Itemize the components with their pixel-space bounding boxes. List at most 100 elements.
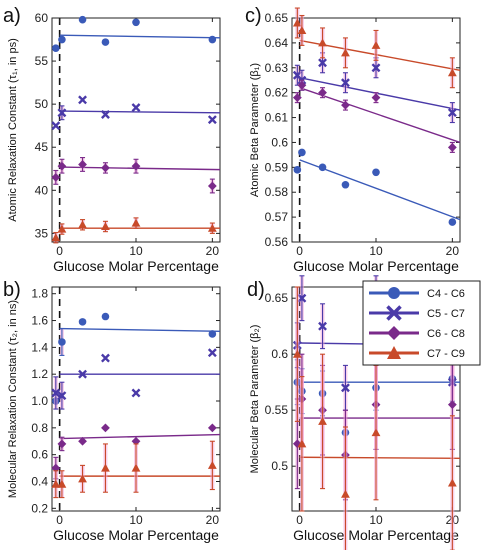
legend-label: C6 - C8 [427, 328, 465, 340]
data-point [78, 369, 87, 379]
data-point [371, 63, 381, 73]
y-tick-label: 0.6 [271, 135, 288, 149]
data-point [297, 26, 307, 34]
data-point [101, 463, 110, 472]
data-point [341, 180, 350, 189]
data-point [132, 18, 140, 27]
panel-label: d) [247, 279, 265, 301]
x-tick-label: 10 [369, 244, 383, 258]
y-tick-label: 0.57 [265, 210, 289, 224]
y-tick-label: 0.8 [31, 421, 48, 435]
y-tick-label: 0.2 [31, 501, 48, 515]
y-tick-label: 40 [35, 183, 49, 197]
legend-marker [387, 326, 401, 340]
data-point [318, 88, 327, 98]
y-axis-label: Atomic Beta Parameter (β₁) [249, 63, 261, 197]
x-axis-label: Glucose Molar Percentage [53, 527, 219, 543]
panel-b: 0.2 0.4 0.6 0.8 1.0 1.2 1.4 1.6 1.8 0 10 20Glucose … [3, 279, 221, 543]
data-point [207, 423, 217, 433]
data-point [57, 161, 67, 171]
data-point [208, 35, 217, 44]
panel-c: 0.56 0.57 0.58 0.59 0.6 0.61 0.62 0.63 0.64 0.65 0… [245, 5, 461, 274]
x-tick-label: 10 [129, 513, 143, 527]
data-point [447, 108, 457, 118]
legend-marker [386, 305, 402, 321]
data-point [292, 18, 302, 27]
y-tick-label: 0.55 [265, 403, 289, 417]
fit-line [299, 159, 461, 221]
fit-line [299, 77, 461, 111]
data-point [371, 428, 381, 437]
data-point [318, 38, 327, 47]
data-point [318, 417, 327, 425]
x-tick-label: 20 [206, 244, 220, 258]
data-point [101, 38, 110, 46]
y-tick-label: 0.4 [31, 474, 48, 488]
y-tick-label: 0.61 [265, 111, 289, 125]
panel-label: b) [3, 279, 21, 301]
y-tick-label: 0.56 [265, 235, 289, 249]
x-tick-label: 0 [296, 513, 303, 527]
data-point [207, 348, 217, 358]
data-point [57, 439, 67, 449]
data-point [101, 222, 110, 231]
fit-line [59, 166, 221, 171]
y-tick-label: 45 [35, 140, 49, 154]
axes-frame [51, 17, 221, 243]
series-diamond [51, 157, 221, 194]
y-tick-label: 0.59 [265, 160, 289, 174]
data-point [101, 353, 110, 363]
data-point [78, 220, 87, 229]
y-tick-label: 1.6 [31, 314, 48, 328]
data-point [78, 95, 87, 105]
legend-entry: C6 - C8 [369, 326, 465, 340]
series-diamond [292, 79, 461, 153]
data-point [447, 68, 457, 77]
data-point [78, 436, 87, 446]
y-tick-label: 1.8 [31, 287, 48, 301]
data-point [51, 388, 61, 398]
y-tick-label: 0.6 [271, 347, 288, 361]
x-tick-label: 10 [369, 513, 383, 527]
series-triangle [51, 440, 220, 499]
data-point [372, 168, 380, 177]
y-tick-label: 0.5 [271, 459, 288, 473]
y-tick-label: 60 [35, 11, 49, 25]
x-axis-label: Glucose Molar Percentage [293, 258, 459, 274]
y-tick-label: 1.4 [31, 340, 48, 354]
data-point [341, 48, 350, 57]
data-point [318, 58, 327, 68]
data-point [131, 388, 141, 398]
x-tick-label: 0 [56, 244, 63, 258]
data-point [297, 293, 307, 303]
data-point [58, 35, 66, 44]
y-tick-label: 1.0 [31, 394, 48, 408]
data-point [51, 121, 61, 131]
data-point [371, 93, 381, 103]
fit-line [59, 34, 221, 39]
legend-entry: C5 - C7 [369, 305, 465, 321]
y-tick-label: 0.64 [265, 36, 289, 50]
data-point [207, 460, 217, 469]
y-tick-label: 35 [35, 226, 49, 240]
data-point [298, 148, 306, 157]
y-tick-label: 1.2 [31, 367, 48, 381]
series-triangle [51, 217, 220, 244]
y-axis-label: Atomic Relaxation Constant (τ₁, in ps) [7, 38, 19, 222]
data-point [57, 224, 67, 233]
data-point [207, 223, 217, 232]
data-point [293, 166, 302, 174]
data-point [341, 78, 350, 88]
y-tick-label: 55 [35, 54, 49, 68]
data-point [131, 218, 141, 227]
y-tick-label: 0.65 [265, 11, 289, 25]
data-point [447, 478, 457, 487]
data-point [101, 312, 110, 321]
fit-line [59, 110, 221, 114]
data-point [78, 474, 87, 483]
panel-label: a) [3, 5, 21, 27]
fit-line [59, 327, 221, 332]
data-point [447, 143, 457, 152]
data-point [101, 163, 110, 173]
